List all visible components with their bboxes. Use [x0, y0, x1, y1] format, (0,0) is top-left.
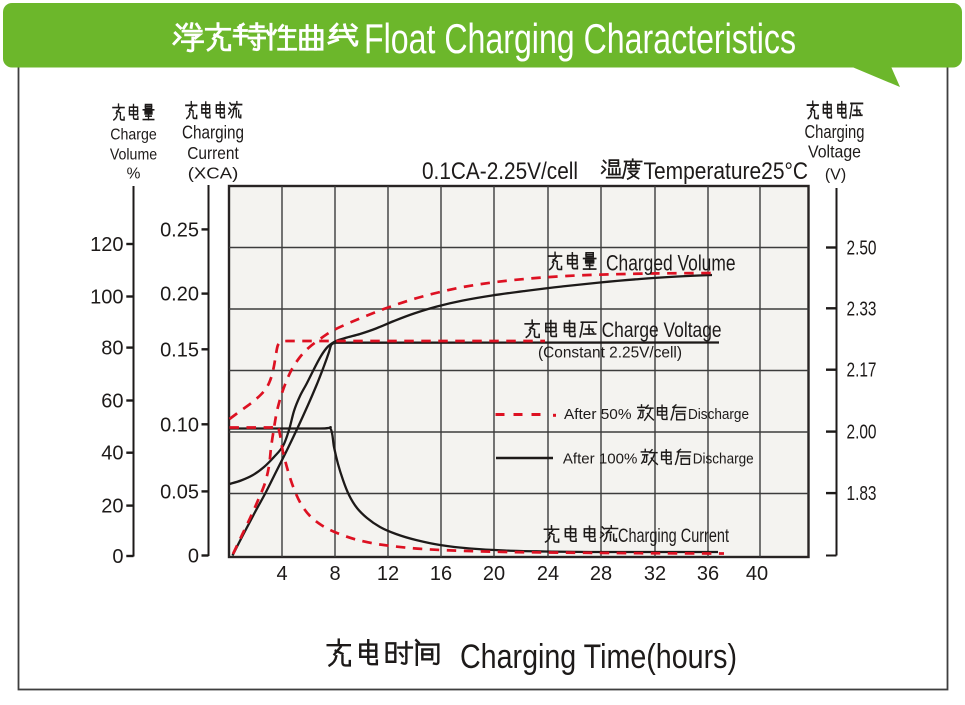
svg-text:80: 80: [101, 338, 123, 360]
svg-text:2.50: 2.50: [847, 237, 877, 260]
svg-text:%: %: [127, 166, 141, 183]
svg-text:100: 100: [90, 287, 123, 309]
svg-text:16: 16: [430, 563, 452, 585]
svg-text:28: 28: [590, 563, 612, 585]
svg-text:Volume: Volume: [110, 146, 157, 163]
svg-text:(XCA): (XCA): [188, 166, 239, 183]
svg-text:40: 40: [746, 563, 768, 585]
svg-text:8: 8: [329, 563, 340, 585]
svg-text:Discharge: Discharge: [693, 451, 754, 468]
svg-text:Current: Current: [187, 143, 239, 163]
svg-text:0.25: 0.25: [160, 219, 199, 241]
svg-text:2.17: 2.17: [847, 359, 877, 382]
svg-text:0.20: 0.20: [160, 284, 199, 306]
svg-text:0: 0: [112, 546, 123, 568]
svg-text:Discharge: Discharge: [688, 406, 749, 423]
svg-text:After 100%: After 100%: [563, 451, 638, 468]
svg-text:Float Charging Characteristics: Float Charging Characteristics: [364, 15, 796, 62]
svg-text:Charge: Charge: [110, 126, 157, 143]
svg-text:20: 20: [101, 496, 123, 518]
svg-text:Charging Time(hours): Charging Time(hours): [460, 638, 737, 676]
svg-text:24: 24: [537, 563, 559, 585]
svg-text:Voltage: Voltage: [808, 142, 861, 162]
svg-text:0.10: 0.10: [160, 414, 199, 436]
svg-text:20: 20: [483, 563, 505, 585]
svg-text:(V): (V): [825, 166, 846, 183]
svg-text:0.05: 0.05: [160, 481, 199, 503]
svg-text:32: 32: [644, 563, 666, 585]
svg-text:Charged Volume: Charged Volume: [606, 250, 736, 275]
svg-text:Temperature25°C: Temperature25°C: [644, 158, 809, 185]
svg-text:Charging: Charging: [805, 122, 865, 142]
svg-text:Charging Current: Charging Current: [618, 525, 729, 547]
svg-text:2.33: 2.33: [847, 297, 877, 320]
svg-text:60: 60: [101, 391, 123, 413]
svg-text:4: 4: [276, 563, 287, 585]
svg-text:36: 36: [697, 563, 719, 585]
svg-text:After 50%: After 50%: [564, 406, 632, 423]
svg-text:2.00: 2.00: [847, 421, 877, 444]
svg-text:0: 0: [188, 546, 199, 568]
svg-text:Charging: Charging: [182, 123, 244, 143]
svg-text:(Constant 2.25V/cell): (Constant 2.25V/cell): [538, 345, 682, 362]
svg-text:1.83: 1.83: [847, 482, 877, 505]
svg-text:0.1CA-2.25V/cell: 0.1CA-2.25V/cell: [422, 158, 578, 185]
svg-text:Charge Voltage: Charge Voltage: [602, 319, 722, 342]
svg-text:12: 12: [377, 563, 399, 585]
svg-text:0.15: 0.15: [160, 339, 199, 361]
svg-text:40: 40: [101, 443, 123, 465]
svg-text:120: 120: [90, 234, 123, 256]
